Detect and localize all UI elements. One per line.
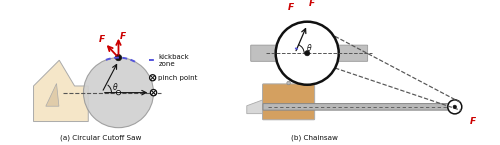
- Circle shape: [276, 22, 338, 85]
- Text: pinch point: pinch point: [158, 75, 198, 81]
- Text: F: F: [309, 0, 315, 8]
- Polygon shape: [46, 84, 59, 106]
- Circle shape: [150, 75, 156, 81]
- FancyBboxPatch shape: [263, 104, 455, 110]
- Circle shape: [304, 51, 310, 56]
- Text: θ: θ: [113, 83, 117, 92]
- Circle shape: [448, 100, 462, 114]
- FancyBboxPatch shape: [250, 45, 368, 61]
- Text: kickback
zone: kickback zone: [158, 54, 189, 67]
- FancyBboxPatch shape: [262, 84, 314, 120]
- Text: F: F: [120, 32, 126, 41]
- Text: F: F: [288, 3, 294, 12]
- Circle shape: [150, 89, 156, 96]
- Text: (b) Chainsaw: (b) Chainsaw: [291, 134, 338, 141]
- Polygon shape: [247, 100, 264, 114]
- Circle shape: [84, 58, 154, 128]
- Text: θ: θ: [307, 44, 312, 53]
- Text: F: F: [98, 35, 104, 44]
- Circle shape: [116, 90, 120, 95]
- Circle shape: [453, 105, 456, 109]
- Text: (a) Circular Cutoff Saw: (a) Circular Cutoff Saw: [60, 134, 142, 141]
- Circle shape: [287, 81, 290, 85]
- Circle shape: [116, 55, 121, 61]
- Text: F: F: [470, 117, 476, 126]
- Polygon shape: [34, 60, 88, 122]
